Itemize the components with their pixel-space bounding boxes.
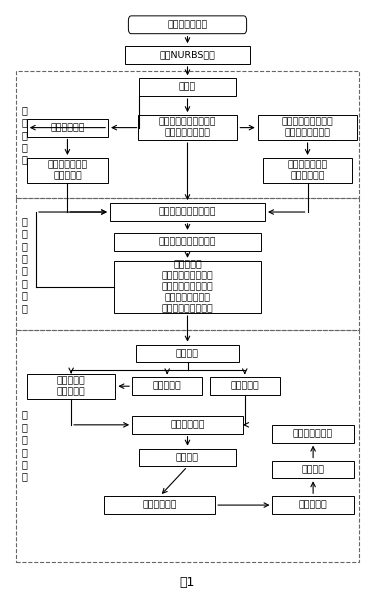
Bar [114, 233, 261, 251]
Text: 伺服控制器: 伺服控制器 [299, 500, 327, 509]
Text: 速度稳定区: 速度稳定区 [230, 382, 259, 391]
Bar [138, 115, 237, 140]
Text: 前
瞻
信
息
处
理
环
节: 前 瞻 信 息 处 理 环 节 [21, 216, 27, 313]
Text: 实
时
插
补
环
节: 实 时 插 补 环 节 [21, 410, 27, 482]
Bar [27, 119, 108, 137]
Bar [27, 374, 116, 398]
Text: 计算插补步长: 计算插补步长 [170, 421, 205, 430]
Bar [16, 330, 359, 562]
Text: 图1: 图1 [180, 576, 195, 589]
Text: 计算坐标: 计算坐标 [176, 453, 199, 462]
Bar [16, 198, 359, 330]
Text: 速度变化区: 速度变化区 [153, 382, 182, 391]
Text: 程序停止，结束: 程序停止，结束 [293, 429, 333, 438]
Bar [258, 115, 357, 140]
Text: 预
插
补
环
节: 预 插 补 环 节 [21, 105, 27, 164]
Bar [132, 416, 243, 434]
Text: 插补点的最大切
向加速度序列: 插补点的最大切 向加速度序列 [288, 160, 328, 181]
Text: 插补步长序列: 插补步长序列 [50, 123, 85, 132]
Text: 预插补: 预插补 [179, 83, 196, 92]
Text: 读取NURBS代码: 读取NURBS代码 [160, 50, 215, 59]
Bar [263, 158, 352, 183]
Bar [273, 425, 354, 443]
Bar [273, 496, 354, 514]
Text: 实时插补: 实时插补 [176, 349, 199, 358]
Bar [16, 71, 359, 198]
Text: 生成控制信号: 生成控制信号 [142, 500, 177, 509]
Text: 插补点进给速度序列，
节点矢量参数序列: 插补点进给速度序列， 节点矢量参数序列 [159, 118, 216, 137]
Text: 伺服电机: 伺服电机 [302, 465, 325, 474]
Bar [140, 449, 236, 466]
Bar [140, 78, 236, 96]
Text: 三角函数速度平滑处理: 三角函数速度平滑处理 [159, 237, 216, 246]
Bar [125, 46, 250, 64]
Bar [104, 496, 215, 514]
Bar [136, 344, 239, 362]
Text: 位移与节点矢量
的离散函数: 位移与节点矢量 的离散函数 [47, 160, 87, 181]
Bar [110, 203, 265, 221]
Bar [273, 461, 354, 478]
Text: 加速区和减速区的确定: 加速区和减速区的确定 [159, 208, 216, 217]
Text: 程序入口，开始: 程序入口，开始 [167, 20, 208, 29]
FancyBboxPatch shape [128, 16, 247, 34]
Text: 基于机床动力学和曲
线特性的约束方程: 基于机床动力学和曲 线特性的约束方程 [282, 118, 333, 137]
Bar [132, 377, 202, 395]
Bar [27, 158, 108, 183]
Text: 三角函数速
度平滑处理: 三角函数速 度平滑处理 [57, 376, 86, 396]
Text: 前瞻信息：
速度规划模式编号；
起点速度终点速度；
三角函数峰速度；
起点、终点节点矢量: 前瞻信息： 速度规划模式编号； 起点速度终点速度； 三角函数峰速度； 起点、终点… [162, 260, 213, 314]
Bar [114, 261, 261, 313]
Bar [210, 377, 280, 395]
